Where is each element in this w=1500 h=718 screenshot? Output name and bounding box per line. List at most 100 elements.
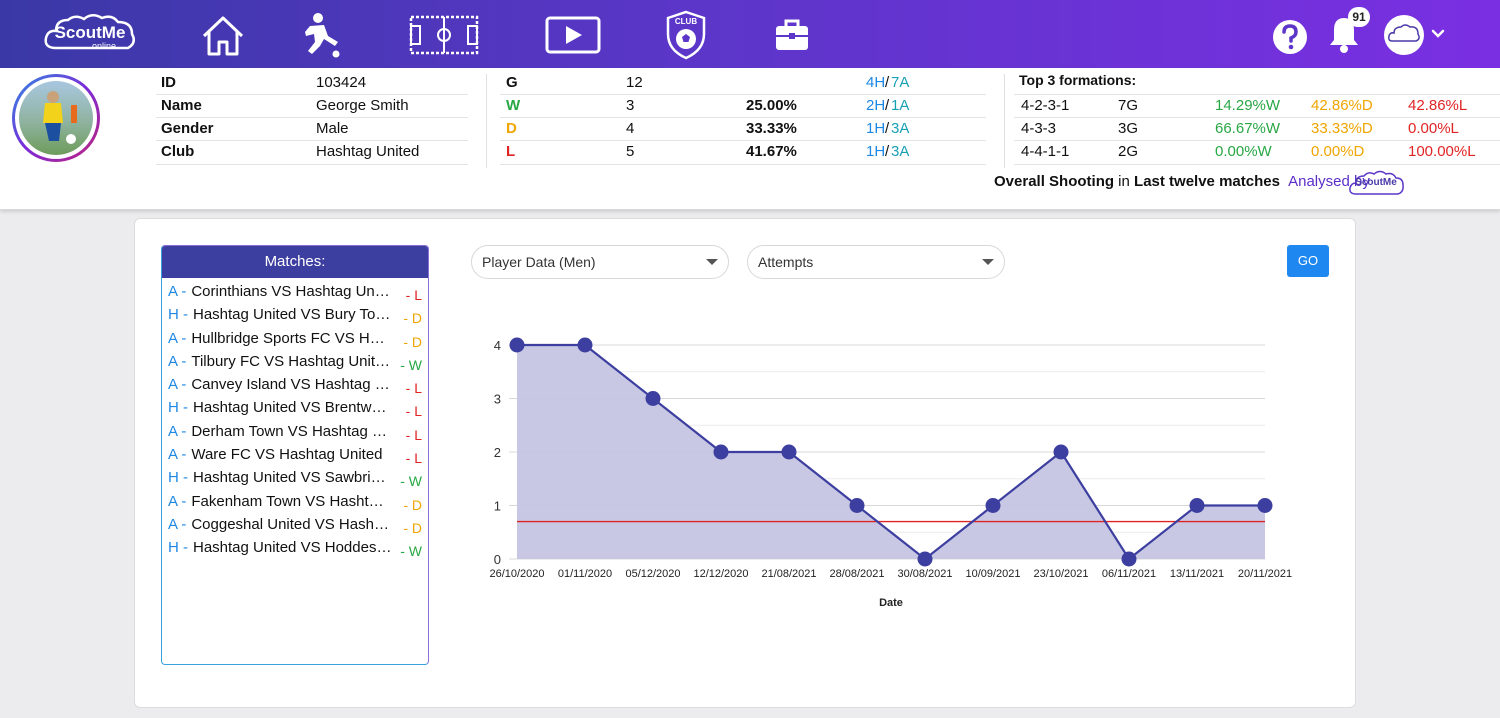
chevron-down-icon[interactable]	[1431, 26, 1445, 44]
x-tick-label: 05/12/2020	[625, 568, 680, 580]
scoutme-logo[interactable]: ScoutMe online	[42, 10, 138, 58]
losses-percent: 41.67%	[746, 143, 797, 160]
pitch-icon[interactable]	[408, 12, 480, 58]
y-tick-label: 4	[494, 338, 501, 353]
losses-key: L	[506, 143, 516, 160]
x-tick-label: 23/10/2021	[1033, 568, 1088, 580]
gender-label: Gender	[161, 120, 214, 137]
analysis-card: Matches: A - Corinthians VS Hashtag Unite…	[134, 218, 1356, 708]
wins-count: 3	[626, 97, 635, 114]
match-title: Corinthians VS Hashtag United	[191, 283, 392, 300]
analysed-by-label: Analysed by	[1288, 173, 1370, 190]
match-venue: H -	[168, 469, 188, 487]
player-name: George Smith	[316, 97, 409, 114]
player-id: 103424	[316, 74, 367, 91]
match-list-item[interactable]: A - Tilbury FC VS Hashtag United - W	[162, 350, 428, 373]
y-tick-label: 0	[494, 552, 501, 567]
x-tick-label: 26/10/2020	[489, 568, 544, 580]
notification-count-badge: 91	[1348, 7, 1370, 27]
y-tick-label: 1	[494, 499, 501, 514]
data-point	[577, 337, 593, 353]
name-label: Name	[161, 97, 202, 114]
overall-period: Last twelve matches	[1134, 173, 1280, 190]
draws-home: 1H	[866, 120, 886, 137]
losses-count: 5	[626, 143, 635, 160]
user-avatar[interactable]	[1383, 14, 1425, 61]
video-play-icon[interactable]	[544, 12, 602, 58]
formation-1-loss: 42.86%L	[1408, 97, 1468, 114]
player-photo	[12, 74, 100, 162]
home-icon[interactable]	[200, 12, 246, 58]
games-count: 12	[626, 74, 643, 91]
x-tick-label: 06/11/2021	[1102, 568, 1156, 580]
x-axis-title: Date	[879, 597, 903, 609]
games-home: 4H	[866, 74, 886, 91]
match-venue: H -	[168, 539, 188, 557]
draws-key: D	[506, 120, 517, 137]
x-tick-label: 30/08/2021	[897, 568, 952, 580]
match-result: - L	[405, 403, 422, 420]
metric-select[interactable]: Attempts	[747, 245, 1005, 279]
match-list-item[interactable]: A -Canvey Island VS Hashtag United - L	[162, 373, 428, 396]
match-result: - W	[400, 356, 422, 373]
formation-2-name: 4-3-3	[1021, 120, 1057, 137]
data-point	[849, 498, 865, 513]
match-result: - W	[400, 543, 422, 560]
go-button[interactable]: GO	[1287, 245, 1329, 277]
match-title: Hashtag United VS Sawbridgeworth	[193, 469, 393, 487]
formation-2-loss: 0.00%L	[1408, 120, 1459, 137]
losses-home: 1H	[866, 143, 886, 160]
match-list-item[interactable]: A -Coggeshal United VS Hashtag United - D	[162, 513, 428, 536]
player-club: Hashtag United	[316, 143, 420, 160]
match-venue: A -	[168, 515, 187, 533]
match-list-item[interactable]: H - Hashtag United VS Hoddesdon - W	[162, 536, 428, 559]
formation-1-name: 4-2-3-1	[1021, 97, 1070, 114]
formation-3-win: 0.00%W	[1215, 143, 1272, 160]
metric-select-value: Attempts	[758, 254, 814, 270]
formations-title: Top 3 formations:	[1019, 72, 1137, 88]
match-list-item[interactable]: H - Hashtag United VS Bury Town - D	[162, 303, 428, 326]
match-venue: A -	[168, 329, 187, 347]
data-point	[713, 444, 729, 460]
match-title: Hashtag United VS Hoddesdon	[193, 539, 393, 557]
briefcase-icon[interactable]	[774, 12, 810, 58]
club-shield-icon[interactable]: CLUB	[664, 10, 708, 60]
player-kicking-icon[interactable]	[298, 12, 344, 58]
overall-shooting-caption: Overall Shooting in Last twelve matches …	[994, 173, 1370, 190]
player-info-panel: ID 103424 Name George Smith Gender Male …	[0, 68, 1500, 210]
match-result: - L	[405, 450, 422, 467]
y-tick-label: 3	[494, 392, 501, 407]
match-list-item[interactable]: A - Corinthians VS Hashtag United - L	[162, 280, 428, 303]
match-list-item[interactable]: A -Derham Town VS Hashtag United - L	[162, 420, 428, 443]
formation-2-win: 66.67%W	[1215, 120, 1281, 137]
x-tick-label: 13/11/2021	[1170, 568, 1224, 580]
match-result: - D	[403, 310, 422, 327]
match-result: - D	[403, 496, 422, 513]
match-list-item[interactable]: A -Hullbridge Sports FC VS Hashtag Unite…	[162, 327, 428, 350]
x-tick-label: 28/08/2021	[829, 568, 884, 580]
match-title: Fakenham Town VS Hashtag United	[191, 492, 391, 510]
match-list-item[interactable]: H - Hashtag United VS Sawbridgeworth - W	[162, 466, 428, 489]
match-result: - D	[403, 519, 422, 536]
help-icon[interactable]	[1272, 19, 1308, 60]
match-list-item[interactable]: A -Fakenham Town VS Hashtag United - D	[162, 490, 428, 513]
top-navigation-bar: ScoutMe online	[0, 0, 1500, 68]
caret-down-icon	[706, 259, 718, 265]
match-title: Canvey Island VS Hashtag United	[191, 376, 391, 394]
x-tick-label: 21/08/2021	[761, 568, 816, 580]
data-point	[1121, 551, 1137, 567]
data-point	[1053, 444, 1069, 460]
dataset-select[interactable]: Player Data (Men)	[471, 245, 729, 279]
match-title: Coggeshal United VS Hashtag United	[191, 515, 392, 533]
x-tick-label: 10/09/2021	[965, 568, 1020, 580]
match-list-item[interactable]: H - Hashtag United VS Brentwood - L	[162, 396, 428, 419]
club-label: Club	[161, 143, 195, 160]
formation-3-draw: 0.00%D	[1311, 143, 1365, 160]
match-venue: A -	[168, 492, 187, 510]
match-result: - D	[403, 333, 422, 350]
analysed-by-logo: ScoutMe	[1348, 168, 1404, 200]
games-away: 7A	[891, 74, 910, 91]
caret-down-icon	[982, 259, 994, 265]
wins-home: 2H	[866, 97, 886, 114]
match-list-item[interactable]: A - Ware FC VS Hashtag United - L	[162, 443, 428, 466]
